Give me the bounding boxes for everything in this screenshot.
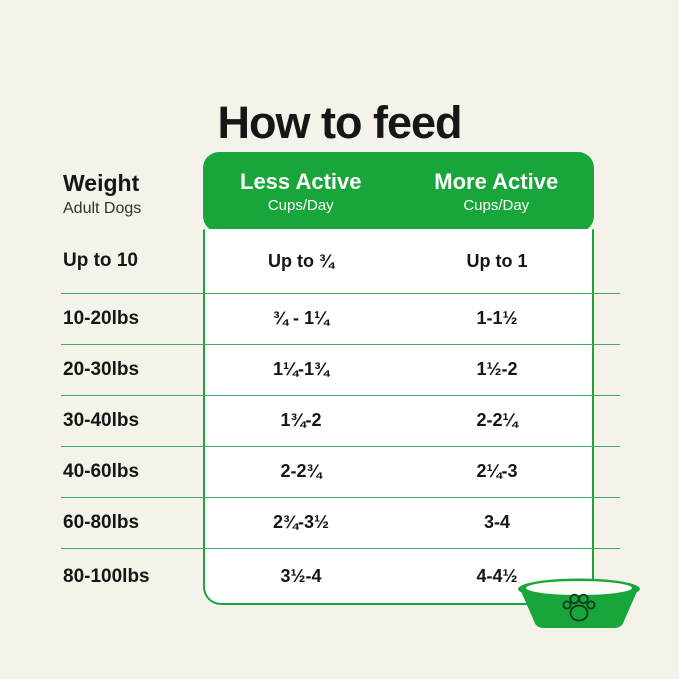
feeding-table-rows: Up to 10 Up to ¾ Up to 1 10-20lbs ¾ - 1¼…: [61, 230, 620, 605]
weight-cell: 30-40lbs: [63, 409, 140, 431]
weight-cell: 80-100lbs: [63, 565, 150, 587]
table-row: 30-40lbs 1¾-2 2-2¼: [61, 395, 620, 446]
weight-header-subtitle: Adult Dogs: [63, 200, 142, 218]
weight-cell: 60-80lbs: [63, 511, 140, 533]
less-active-cell: 3½-4: [280, 566, 322, 587]
less-active-cell: Up to ¾: [268, 250, 334, 271]
less-active-header: Less Active Cups/Day: [203, 152, 399, 232]
weight-header-title: Weight: [63, 170, 140, 196]
more-active-cell: 4-4½: [476, 566, 518, 587]
dog-bowl-paw-icon: [518, 578, 640, 628]
table-row: 10-20lbs ¾ - 1¼ 1-1½: [61, 293, 620, 344]
less-active-title: Less Active: [240, 168, 362, 194]
more-active-cell: 2¼-3: [476, 461, 518, 482]
less-active-cell: 1¼-1¾: [272, 359, 330, 380]
more-active-subtitle: Cups/Day: [463, 197, 530, 215]
more-active-cell: 1-1½: [476, 308, 518, 329]
weight-column-header: Weight Adult Dogs: [63, 170, 142, 218]
more-active-cell: 2-2¼: [476, 410, 518, 431]
table-row: 20-30lbs 1¼-1¾ 1½-2: [61, 344, 620, 395]
more-active-title: More Active: [434, 168, 559, 194]
activity-columns-header: Less Active Cups/Day More Active Cups/Da…: [203, 152, 594, 232]
table-row: Up to 10 Up to ¾ Up to 1: [61, 230, 620, 293]
less-active-cell: ¾ - 1¼: [272, 308, 330, 329]
weight-cell: 10-20lbs: [63, 307, 140, 329]
weight-cell: Up to 10: [63, 250, 138, 272]
more-active-cell: Up to 1: [466, 250, 528, 271]
weight-cell: 20-30lbs: [63, 358, 140, 380]
less-active-cell: 2¾-3½: [272, 512, 330, 533]
less-active-cell: 2-2¾: [280, 461, 322, 482]
more-active-header: More Active Cups/Day: [399, 152, 595, 232]
page-title: How to feed: [217, 97, 463, 149]
less-active-subtitle: Cups/Day: [267, 197, 334, 215]
less-active-cell: 1¾-2: [280, 410, 322, 431]
table-body-panel: [203, 229, 594, 605]
paw-print-icon: [562, 593, 596, 622]
more-active-cell: 3-4: [483, 512, 510, 533]
weight-cell: 40-60lbs: [63, 460, 140, 482]
more-active-cell: 1½-2: [476, 359, 518, 380]
table-row: 40-60lbs 2-2¾ 2¼-3: [61, 446, 620, 497]
table-row: 80-100lbs 3½-4 4-4½: [61, 548, 620, 605]
table-row: 60-80lbs 2¾-3½ 3-4: [61, 497, 620, 548]
